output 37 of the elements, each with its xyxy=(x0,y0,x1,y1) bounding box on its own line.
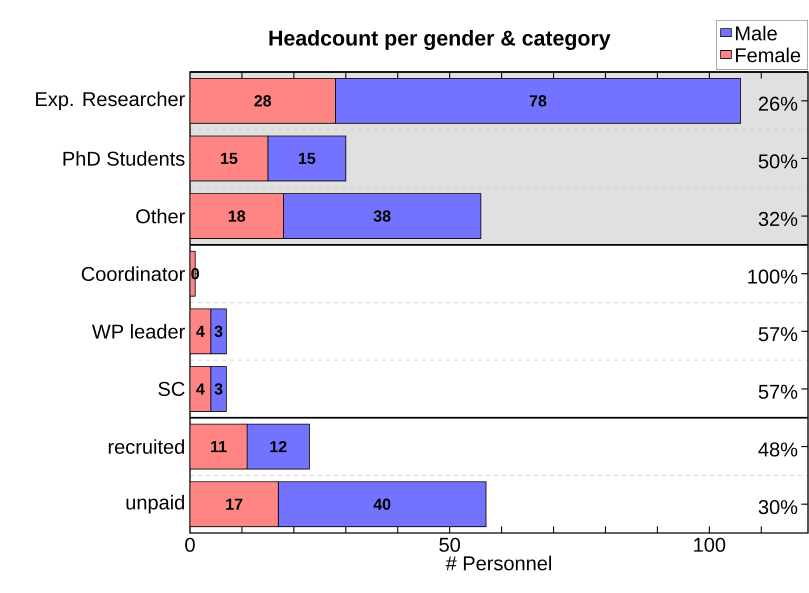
data-label: 3 xyxy=(214,383,222,395)
data-label: 15 xyxy=(298,152,316,164)
x-tick-label: 100 xyxy=(694,538,726,552)
annotation: 32% xyxy=(758,212,798,226)
y-tick-label: recruited xyxy=(108,439,184,454)
y-tick-label: PhD Students xyxy=(64,151,185,166)
annotation: 57% xyxy=(758,384,798,399)
data-label: 38 xyxy=(374,210,391,222)
x-axis-title: # Personnel xyxy=(446,556,551,570)
x-tick-label: 0 xyxy=(185,538,195,552)
data-label: 15 xyxy=(221,152,238,164)
legend-label: Female xyxy=(736,48,800,62)
data-label: 4 xyxy=(196,383,205,394)
y-tick-label: SC xyxy=(158,382,185,396)
annotation: 50% xyxy=(758,154,798,168)
y-tick-label: Coordinator xyxy=(82,266,185,282)
data-label: 17 xyxy=(226,498,242,510)
data-label: 12 xyxy=(270,440,287,452)
y-tick-label: unpaid xyxy=(126,494,184,514)
data-label: 28 xyxy=(254,95,272,106)
y-tick-label: Exp. Researcher xyxy=(36,92,185,110)
annotation: 100% xyxy=(748,269,798,284)
data-label: 40 xyxy=(374,498,390,510)
data-label: 11 xyxy=(211,441,227,452)
data-label: 18 xyxy=(228,210,246,222)
annotation: 57% xyxy=(758,327,798,342)
annotation: 30% xyxy=(758,500,798,514)
x-tick-label: 50 xyxy=(439,538,460,552)
annotation: 48% xyxy=(758,442,798,457)
y-tick-label: WP leader xyxy=(92,324,185,339)
annotation: 26% xyxy=(758,96,798,111)
y-tick-label: Other xyxy=(136,208,185,224)
data-label: 3 xyxy=(214,326,222,338)
chart-title: Headcount per gender & category xyxy=(269,30,610,50)
data-label: 78 xyxy=(530,95,546,106)
legend-label: Male xyxy=(736,26,777,40)
data-label: 4 xyxy=(196,326,205,337)
